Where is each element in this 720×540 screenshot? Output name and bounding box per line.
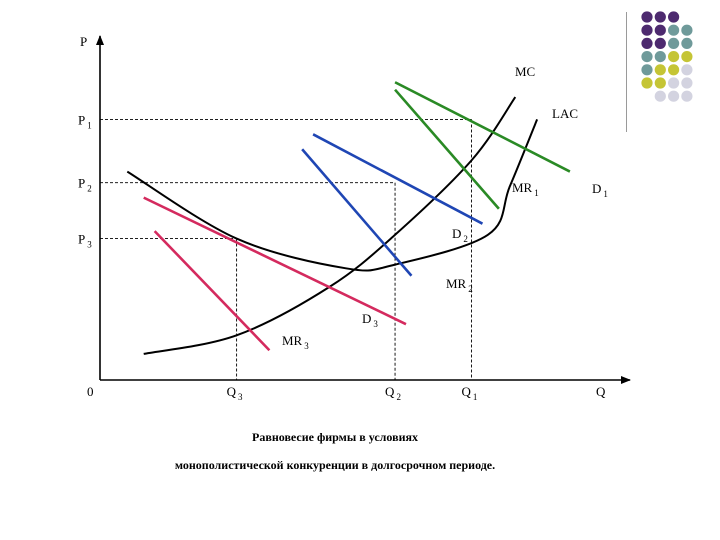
decor-dot [668, 64, 680, 76]
decor-dot [681, 90, 693, 102]
decor-dot [654, 64, 666, 76]
decor-dot [668, 11, 680, 23]
axes [96, 35, 631, 384]
decor-dot [641, 24, 653, 36]
guide-lines [100, 118, 472, 380]
series-mr1 [394, 88, 500, 210]
decor-dot [641, 37, 653, 50]
decor-dot [654, 51, 666, 63]
series-label-mc: MC [515, 64, 535, 79]
decor-dot [654, 24, 666, 36]
decor-dot [668, 37, 680, 50]
series-d1 [394, 81, 571, 173]
x-axis-label: Q [596, 384, 606, 399]
caption-line-1: Равновесие фирмы в условиях [252, 430, 418, 444]
decor-dot [668, 90, 680, 102]
series-d2 [312, 133, 484, 225]
curves [126, 81, 571, 355]
series-lac [126, 119, 539, 272]
origin-label: 0 [87, 384, 94, 399]
decor-dots [641, 11, 693, 102]
decor-dot [641, 11, 653, 23]
decor-dot [654, 11, 666, 23]
decor-dot [641, 77, 653, 89]
decor-dot [668, 51, 680, 63]
series-label-mr1: MR 1 [512, 180, 539, 198]
decor-dot [654, 37, 666, 50]
caption-line-2: монополистической конкуренции в долгосро… [174, 458, 496, 472]
decor-dot [681, 77, 693, 89]
decor-dot [641, 64, 653, 76]
y-axis-label: P [80, 34, 87, 49]
decor-dot [668, 77, 680, 89]
decor-dot [654, 90, 666, 102]
decor-dot [668, 24, 680, 36]
series-label-lac: LAC [552, 106, 578, 121]
series-mc [143, 96, 517, 355]
series-mr2 [301, 148, 413, 277]
decor-dot [654, 77, 666, 89]
series-mr3 [153, 230, 271, 352]
decor-dot [681, 51, 693, 63]
series-label-mr2: MR 2 [446, 276, 473, 294]
decor-dot [681, 37, 693, 50]
decor-dot [681, 24, 693, 36]
series-d3 [143, 196, 407, 326]
decor-dot [681, 64, 693, 76]
series-label-mr3: MR 3 [282, 333, 309, 351]
labels: P Q 0 P 1 P 2 P 3 Q 3 Q 2 Q 1 MC LAC D 1 MR 1 D 2 MR 2 D 3 MR 3 [78, 34, 608, 402]
decor-divider [626, 12, 627, 132]
decor-dot [641, 51, 653, 63]
